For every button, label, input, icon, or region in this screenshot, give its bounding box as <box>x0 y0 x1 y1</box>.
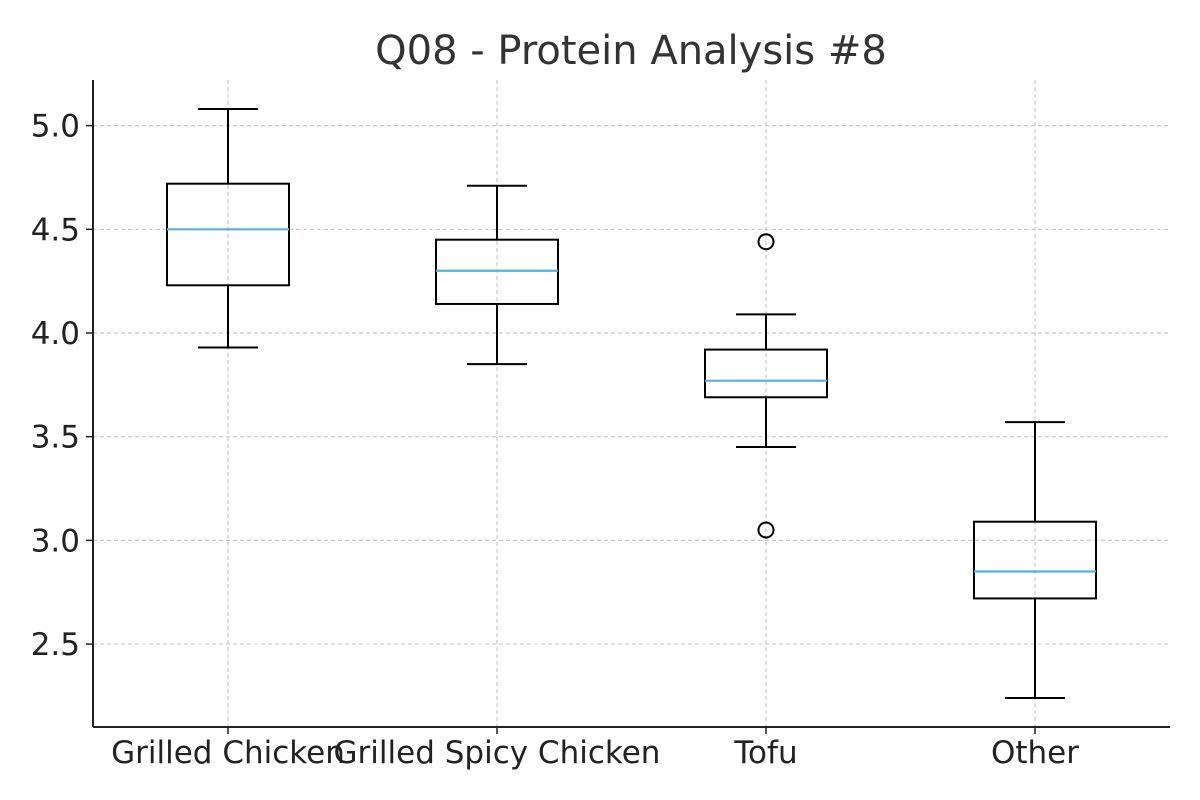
box-grilled-chicken <box>166 108 290 349</box>
x-tick-label: Tofu <box>733 735 797 771</box>
x-tick-label: Grilled Spicy Chicken <box>334 735 661 771</box>
grid-layer <box>93 80 1170 727</box>
iqr-box <box>973 520 1097 600</box>
iqr-box <box>704 348 828 399</box>
y-tick-label: 4.0 <box>31 316 80 352</box>
y-tick-label: 4.5 <box>31 212 80 248</box>
y-tick-label: 5.0 <box>31 109 80 145</box>
chart-title: Q08 - Protein Analysis #8 <box>375 28 887 74</box>
y-tick-label: 3.5 <box>31 420 80 456</box>
box-layer <box>166 108 1097 699</box>
x-tick-label: Grilled Chicken <box>111 735 345 771</box>
outlier-point <box>757 521 775 539</box>
label-layer: 2.5 3.0 3.5 4.0 4.5 5.0 Grilled ChickenGrilled… <box>31 109 1080 771</box>
axis-layer <box>86 80 1170 734</box>
box-other <box>973 421 1097 699</box>
iqr-box <box>166 182 290 287</box>
outlier-point <box>757 233 775 251</box>
y-tick-label: 2.5 <box>31 627 80 663</box>
box-grilled-spicy-chicken <box>435 184 559 366</box>
x-tick-label: Other <box>991 735 1079 771</box>
box-tofu <box>704 233 828 539</box>
y-tick-label: 3.0 <box>31 523 80 559</box>
